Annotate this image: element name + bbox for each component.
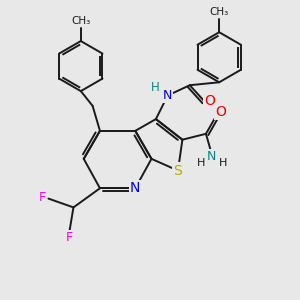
Text: H: H — [196, 158, 205, 168]
Text: F: F — [38, 190, 46, 204]
Text: O: O — [215, 105, 226, 119]
Text: O: O — [204, 94, 215, 108]
Text: S: S — [174, 164, 182, 178]
Text: CH₃: CH₃ — [71, 16, 90, 26]
Text: N: N — [163, 89, 172, 102]
Text: H: H — [151, 81, 160, 94]
Text: F: F — [66, 231, 73, 244]
Text: N: N — [130, 181, 140, 195]
Text: H: H — [219, 158, 227, 168]
Text: N: N — [207, 150, 216, 163]
Text: CH₃: CH₃ — [210, 8, 229, 17]
